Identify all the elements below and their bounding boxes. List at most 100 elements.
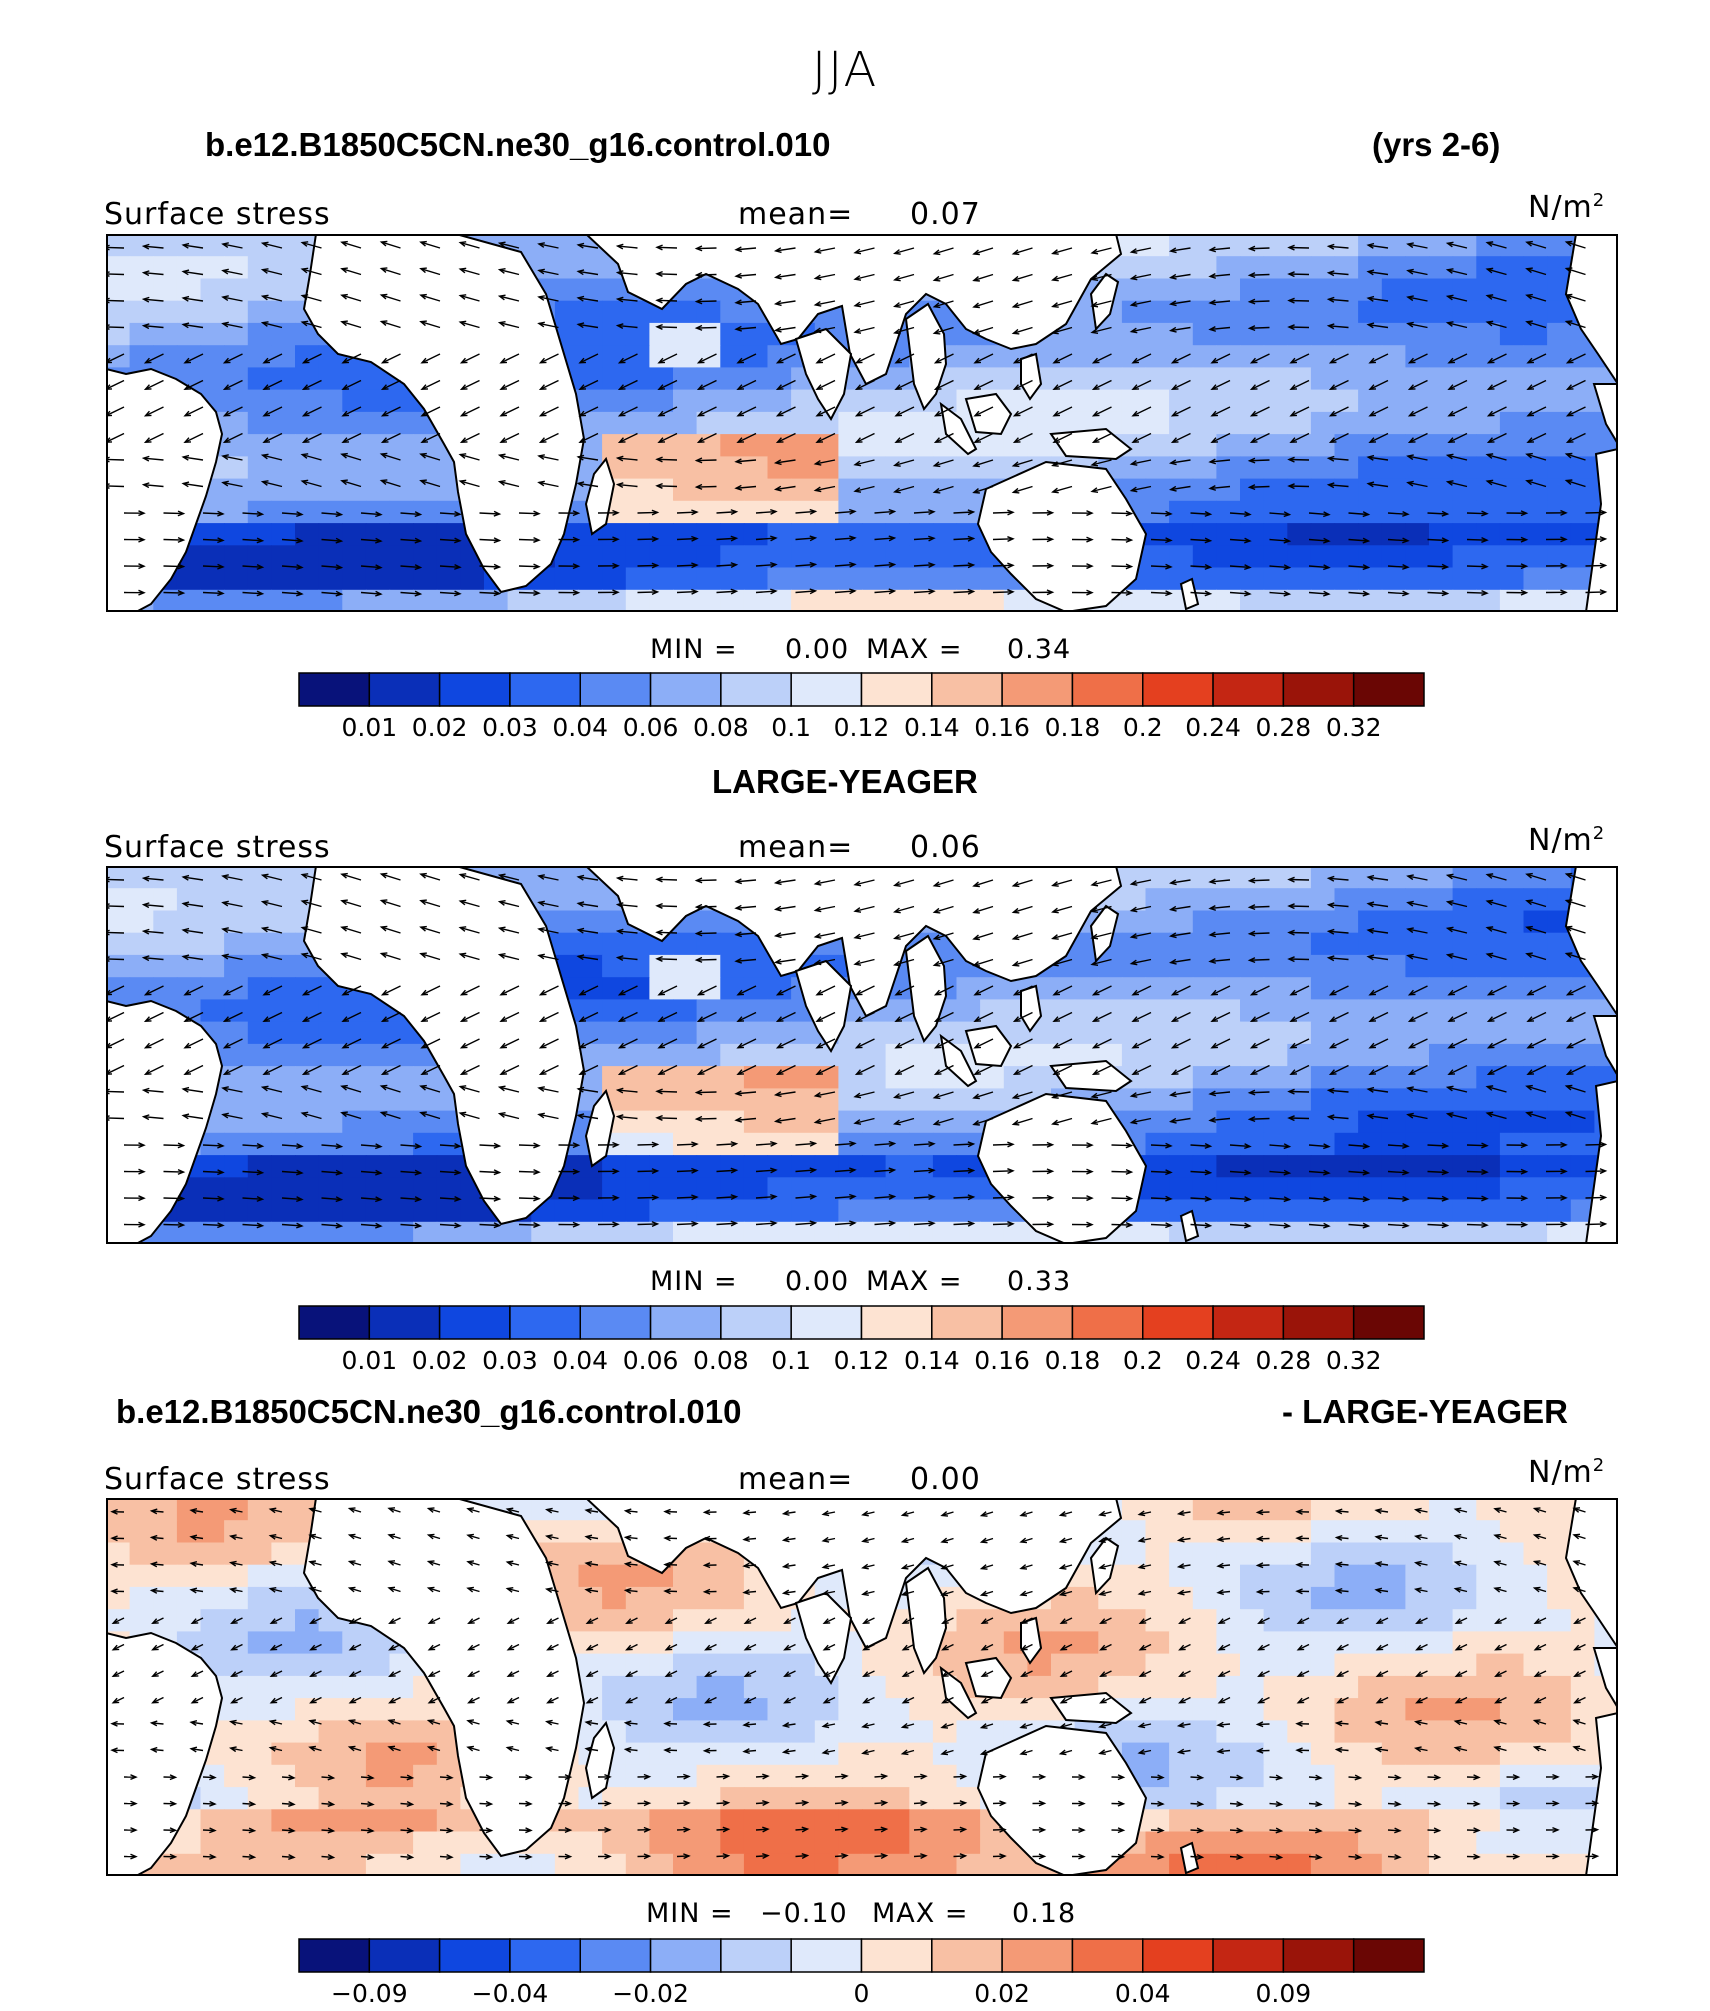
panel2-max-value: 0.33 — [1007, 1266, 1072, 1297]
panel1-min-label: MIN = — [650, 634, 738, 665]
panel2-units: N/m2 — [1528, 823, 1605, 858]
panel2-map-landmass-12 — [1179, 1209, 1200, 1243]
panel3-units: N/m2 — [1528, 1455, 1605, 1490]
panel2-colorbar-box-9 — [931, 1305, 1003, 1340]
panel3-colorbar-box-5 — [649, 1938, 722, 1973]
panel2-map-vectors — [106, 872, 1608, 1229]
panel2-colorbar-label-5: 0.08 — [693, 1346, 749, 1375]
panel2-mean-value: 0.06 — [910, 830, 981, 865]
panel2-colorbar-label-2: 0.03 — [482, 1346, 538, 1375]
panel1-map-landmass-1 — [302, 234, 586, 594]
panel1-max-value: 0.34 — [1007, 634, 1072, 665]
panel2-colorbar: 0.01 0.02 0.03 0.04 0.06 0.08 0.1 0.12 0.14 0.16 0… — [298, 1305, 1425, 1375]
panel2-colorbar-label-10: 0.18 — [1045, 1346, 1101, 1375]
panel3-title-right: - LARGE-YEAGER — [1282, 1393, 1569, 1430]
panel1-colorbar-box-3 — [509, 672, 581, 707]
panel2-units-exp: 2 — [1592, 823, 1606, 844]
panel2-map-landmass-7 — [939, 1033, 978, 1088]
panel3-colorbar-box-7 — [790, 1938, 863, 1973]
panel1-units-exp: 2 — [1592, 190, 1606, 211]
panel2-colorbar-box-8 — [860, 1305, 933, 1340]
panel2-map-landmass-15 — [1584, 1079, 1618, 1244]
panel2-colorbar-box-10 — [1001, 1305, 1074, 1340]
panel1-colorbar: 0.01 0.02 0.03 0.04 0.06 0.08 0.1 0.12 0.14 0.16 0… — [298, 672, 1425, 742]
panel1-colorbar-box-10 — [1001, 672, 1074, 707]
panel1-colorbar-box-6 — [720, 672, 792, 707]
panel1-colorbar-box-9 — [931, 672, 1003, 707]
panel3-units-base: N/m — [1528, 1455, 1593, 1490]
panel3-map-landmass-10 — [1049, 1691, 1133, 1725]
panel1-units: N/m2 — [1528, 190, 1605, 225]
panel2-colorbar-label-13: 0.28 — [1256, 1346, 1312, 1375]
panel1-map-landmass-6 — [964, 392, 1013, 436]
panel3-colorbar-box-9 — [931, 1938, 1003, 1973]
panel2-colorbar-box-7 — [790, 1305, 863, 1340]
panel1-colorbar-box-0 — [298, 672, 371, 707]
panel3-colorbar-label-3: 0 — [854, 1979, 870, 2008]
panel2-colorbar-label-14: 0.32 — [1326, 1346, 1382, 1375]
panel1-units-base: N/m — [1528, 190, 1593, 225]
panel3-mean-value: 0.00 — [910, 1462, 981, 1497]
panel1-colorbar-label-11: 0.2 — [1123, 713, 1163, 742]
panel1-colorbar-label-9: 0.16 — [974, 713, 1030, 742]
panel1-map-landmass-15 — [1584, 447, 1618, 612]
panel1-colorbar-box-8 — [860, 672, 933, 707]
panel3-colorbar-box-14 — [1282, 1938, 1355, 1973]
panel3-map-landmass-11 — [976, 1724, 1148, 1876]
panel1-colorbar-box-4 — [579, 672, 652, 707]
panel1-colorbar-label-13: 0.28 — [1256, 713, 1312, 742]
panel2-colorbar-label-12: 0.24 — [1185, 1346, 1241, 1375]
panel2-map-landmass-10 — [1049, 1059, 1133, 1093]
panel1-colorbar-box-7 — [790, 672, 863, 707]
panel1-title-right: (yrs 2-6) — [1372, 126, 1501, 163]
panel2-colorbar-box-1 — [368, 1305, 441, 1340]
panel1-colorbar-label-8: 0.14 — [904, 713, 960, 742]
panel3-map-landmass-15 — [1584, 1711, 1618, 1876]
panel1-colorbar-box-13 — [1212, 672, 1285, 707]
panel2-map-landmass-9 — [1089, 904, 1120, 964]
panel2-colorbar-box-11 — [1071, 1305, 1144, 1340]
panel1-mean-label: mean= — [738, 197, 854, 232]
panel2-colorbar-label-7: 0.12 — [834, 1346, 890, 1375]
panel3-colorbar-label-4: 0.02 — [974, 1979, 1030, 2008]
panel1-colorbar-label-7: 0.12 — [834, 713, 890, 742]
panel1-map-vectors — [106, 240, 1608, 597]
panel3-max-value: 0.18 — [1012, 1898, 1077, 1929]
panel3-colorbar-box-13 — [1212, 1938, 1285, 1973]
panel2-colorbar-box-12 — [1142, 1305, 1214, 1340]
panel3-colorbar-box-2 — [438, 1938, 511, 1973]
panel1-field-label: Surface stress — [104, 197, 331, 232]
panel2-map-landmass-4 — [904, 934, 948, 1043]
panel1-map-landmass-3 — [794, 327, 853, 421]
panel1-map-frame — [106, 234, 1618, 612]
season-title: JJA — [812, 42, 879, 98]
panel2-min-label: MIN = — [650, 1266, 738, 1297]
panel2-colorbar-label-11: 0.2 — [1123, 1346, 1163, 1375]
panel1-map-landmass-9 — [1089, 272, 1120, 332]
panel3-max-label: MAX = — [872, 1898, 969, 1929]
panel1-map — [106, 234, 1618, 612]
panel1-colorbar-box-2 — [438, 672, 511, 707]
panel2-colorbar-label-0: 0.01 — [341, 1346, 397, 1375]
panel3-map — [106, 1498, 1618, 1876]
panel3-units-exp: 2 — [1592, 1455, 1606, 1476]
panel3-mean-label: mean= — [738, 1462, 854, 1497]
panel2-units-base: N/m — [1528, 823, 1593, 858]
panel2-colorbar-box-0 — [298, 1305, 371, 1340]
panel1-max-label: MAX = — [866, 634, 963, 665]
panel2-colorbar-box-5 — [649, 1305, 722, 1340]
panel2-colorbar-label-6: 0.1 — [771, 1346, 811, 1375]
panel3-colorbar-box-15 — [1352, 1938, 1425, 1973]
panel3-map-land — [106, 1498, 1618, 1876]
panel1-colorbar-box-5 — [649, 672, 722, 707]
panel1-colorbar-label-2: 0.03 — [482, 713, 538, 742]
panel2-map-landmass-14 — [1592, 1015, 1618, 1078]
panel2-colorbar-box-15 — [1352, 1305, 1425, 1340]
panel3-colorbar-box-0 — [298, 1938, 371, 1973]
panel1-map-landmass-12 — [1179, 577, 1200, 611]
panel3-colorbar-box-1 — [368, 1938, 441, 1973]
panel1-colorbar-label-12: 0.24 — [1185, 713, 1241, 742]
panel2-map-landmass-0 — [106, 999, 224, 1244]
panel2-colorbar-label-1: 0.02 — [412, 1346, 468, 1375]
panel1-colorbar-label-4: 0.06 — [623, 713, 679, 742]
